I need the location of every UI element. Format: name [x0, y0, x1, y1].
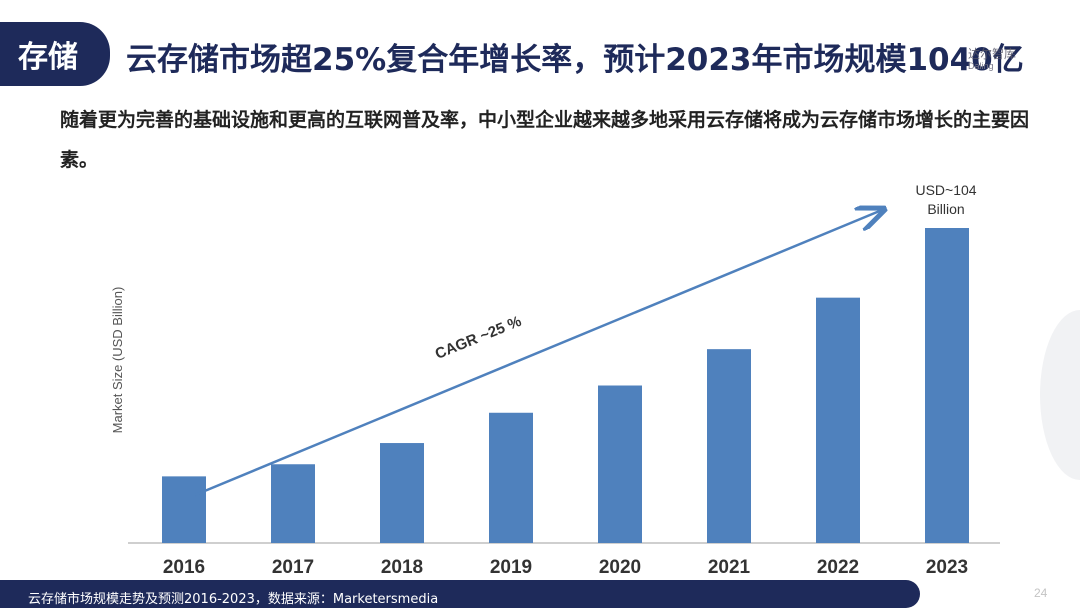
x-tick-label: 2023	[926, 557, 968, 578]
footer-bar	[0, 580, 920, 608]
cagr-arrow	[194, 210, 882, 497]
x-tick-label: 2019	[490, 557, 532, 578]
page-number: 24	[1034, 586, 1048, 600]
bar-2017	[271, 464, 315, 543]
bar-2016	[162, 476, 206, 543]
brand-logo: 达尔智库 Daling	[968, 44, 1048, 74]
page-title: 云存储市场超25%复合年增长率，预计2023年市场规模1040亿	[126, 42, 1024, 78]
x-tick-label: 2020	[599, 557, 641, 578]
bar-2021	[707, 349, 751, 543]
x-tick-label: 2017	[272, 557, 314, 578]
section-tag: 存储	[0, 22, 110, 86]
x-tick-label: 2021	[708, 557, 751, 578]
x-tick-label: 2018	[381, 557, 423, 578]
bar-2020	[598, 385, 642, 543]
x-tick-label: 2016	[163, 557, 205, 578]
bar-2023	[925, 228, 969, 543]
cagr-label: CAGR ~25 %	[433, 313, 524, 363]
footer-source: 云存储市场规模走势及预测2016-2023，数据来源：Marketersmedi…	[28, 592, 439, 607]
bar-2018	[380, 443, 424, 543]
x-tick-label: 2022	[817, 557, 859, 578]
top-value-label-line1: USD~104	[915, 182, 976, 198]
y-axis-label: Market Size (USD Billion)	[110, 287, 125, 434]
logo-text-cn: 达尔智库	[968, 47, 1017, 61]
top-value-label-line2: Billion	[927, 201, 964, 217]
bar-2022	[816, 297, 860, 543]
bar-2019	[489, 412, 533, 543]
description-text: 随着更为完善的基础设施和更高的互联网普及率，中小型企业越来越多地采用云存储将成为…	[60, 109, 1030, 171]
logo-text-en: Daling	[968, 61, 994, 71]
